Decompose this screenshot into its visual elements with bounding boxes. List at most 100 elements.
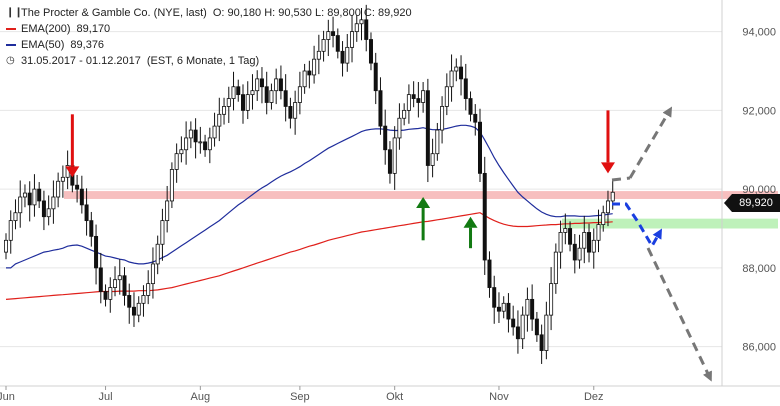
- resistance-zone: [64, 191, 778, 199]
- candle-body: [41, 200, 46, 218]
- candle-body: [416, 98, 421, 103]
- candle-body: [610, 191, 615, 202]
- candle-body: [160, 220, 165, 245]
- candle-body: [596, 224, 601, 241]
- zones: [64, 191, 778, 229]
- candle-body: [473, 113, 478, 123]
- candle-body: [169, 169, 174, 202]
- candle-body: [165, 200, 170, 222]
- candle-body: [79, 188, 84, 206]
- ohlc-values: O: 90,180 H: 90,530 L: 89,800 C: 89,920: [212, 7, 412, 19]
- candle-body: [259, 78, 264, 88]
- candle-body: [544, 314, 549, 351]
- candle-body: [402, 109, 407, 119]
- candle-body: [444, 86, 449, 107]
- candle-body: [302, 70, 307, 88]
- candles: [4, 4, 615, 364]
- candle-body: [373, 62, 378, 92]
- candle-body: [378, 90, 383, 127]
- forecast-down-arrow: [646, 247, 712, 382]
- candle-body: [293, 102, 298, 119]
- candle-body: [274, 78, 279, 92]
- x-tick-label: Sep: [290, 391, 310, 403]
- x-tick-label: Aug: [191, 391, 211, 403]
- candle-body: [51, 196, 56, 210]
- candle-body: [572, 243, 577, 261]
- candle-body: [501, 302, 506, 312]
- candle-body: [454, 66, 459, 72]
- candle-body: [60, 176, 65, 182]
- candle-body: [18, 196, 23, 214]
- candle-body: [331, 31, 336, 36]
- candle-body: [591, 239, 596, 253]
- ema200-value: 89,170: [76, 23, 111, 35]
- candle-body: [22, 192, 27, 198]
- candle-body: [222, 106, 227, 115]
- candle-body: [558, 232, 563, 253]
- candle-body: [568, 228, 573, 245]
- candle-body: [226, 98, 231, 107]
- legend-title-row: ❙❙ The Procter & Gamble Co. (NYE, last) …: [6, 5, 412, 21]
- candle-body: [89, 220, 94, 237]
- y-tick-label: 92,000: [742, 105, 776, 117]
- candle-body: [278, 78, 283, 92]
- candle-body: [98, 267, 103, 292]
- forecast-blue-arrow: [612, 202, 662, 249]
- candle-body: [113, 279, 118, 288]
- candle-body: [46, 208, 51, 218]
- candle-body: [255, 78, 260, 92]
- candle-body: [563, 228, 568, 233]
- ema50-line: [6, 124, 613, 269]
- candle-body: [406, 94, 411, 111]
- candle-body: [364, 19, 369, 40]
- period-detail: (EST, 6 Monate, 1 Tag): [146, 55, 260, 67]
- candle-body: [463, 78, 468, 99]
- candle-body: [184, 137, 189, 151]
- candle-body: [553, 251, 558, 285]
- ema200-label: EMA(200): [21, 23, 71, 35]
- candle-body: [354, 23, 359, 33]
- chart-title: The Procter & Gamble Co. (NYE, last): [21, 7, 207, 19]
- candle-body: [511, 318, 516, 328]
- candle-body: [269, 90, 274, 103]
- candle-body: [335, 35, 340, 52]
- candle-body: [84, 204, 89, 222]
- candle-body: [387, 149, 392, 174]
- candle-body: [231, 86, 236, 99]
- candle-body: [198, 141, 203, 144]
- candle-body: [207, 137, 212, 151]
- candle-body: [525, 298, 530, 316]
- candle-body: [117, 275, 122, 281]
- ema50-swatch: [6, 44, 16, 46]
- x-tick-label: Nov: [489, 391, 509, 403]
- candle-body: [482, 172, 487, 261]
- candle-body: [245, 94, 250, 111]
- candle-body: [264, 86, 269, 103]
- candle-body: [350, 31, 355, 48]
- candle-body: [492, 287, 497, 308]
- candle-body: [440, 106, 445, 131]
- candle-body: [587, 232, 592, 253]
- candle-body: [8, 220, 13, 241]
- candle-body: [368, 39, 373, 64]
- candle-body: [520, 314, 525, 340]
- legend: ❙❙ The Procter & Gamble Co. (NYE, last) …: [6, 5, 412, 69]
- arrow-down-head: [600, 162, 615, 174]
- candle-body: [108, 287, 113, 300]
- arrow-up-head: [463, 216, 478, 228]
- candle-body: [212, 125, 217, 139]
- candle-body: [122, 275, 127, 296]
- candle-body: [240, 94, 245, 111]
- candle-body: [297, 86, 302, 103]
- candle-body: [425, 90, 430, 166]
- forecast-up-arrow-long: [628, 106, 673, 179]
- forecast-arrows: [611, 106, 712, 382]
- candle-body: [534, 318, 539, 336]
- candle-body: [411, 94, 416, 99]
- candle-body: [421, 90, 426, 103]
- candle-body: [487, 259, 492, 288]
- candle-body: [37, 188, 42, 202]
- legend-ema50: EMA(50) 89,376: [6, 37, 412, 53]
- candle-body: [75, 184, 80, 190]
